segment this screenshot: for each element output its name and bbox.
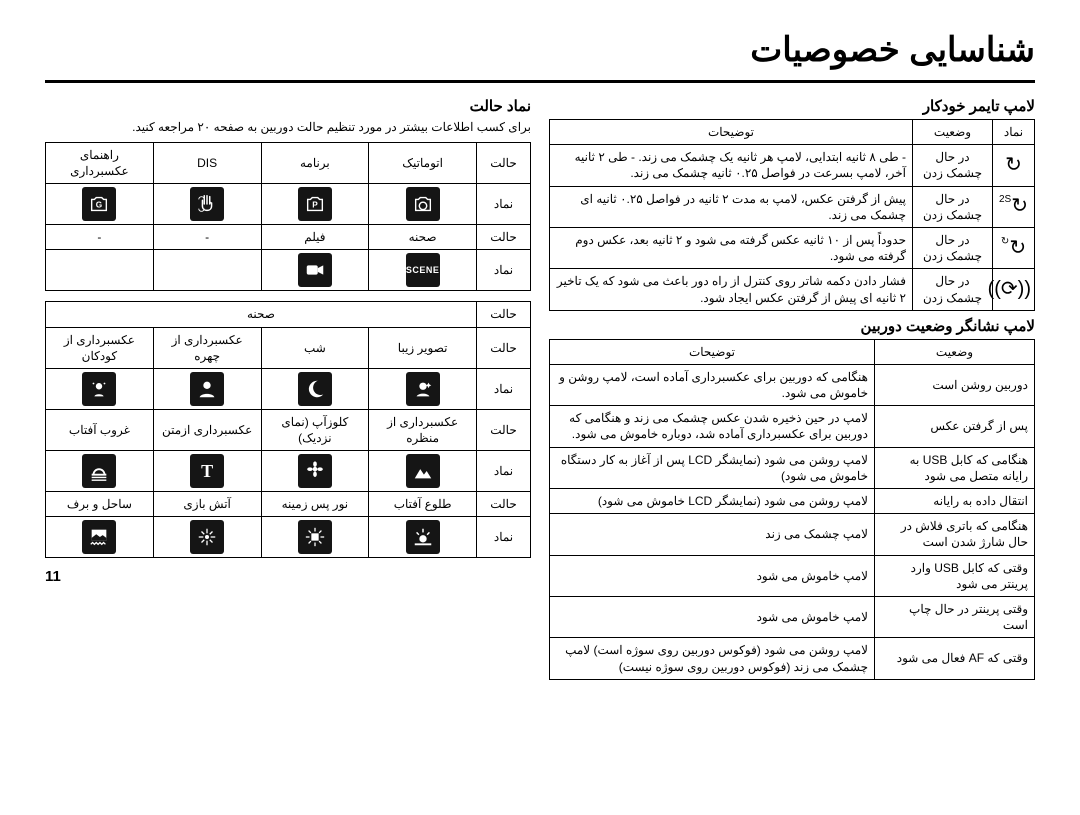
fireworks-icon	[190, 520, 224, 554]
row-label: نماد	[477, 368, 531, 409]
row-label: حالت	[477, 409, 531, 450]
closeup-flower-icon	[298, 454, 332, 488]
cell: طلوع آفتاب	[369, 492, 477, 517]
cell: شب	[261, 327, 369, 368]
status-cell: در حال چشمک زدن	[913, 145, 993, 186]
row-label: نماد	[477, 184, 531, 225]
scene-header: صحنه	[46, 302, 477, 327]
desc-cell: - طی ۸ ثانیه ابتدایی، لامپ هر ثانیه یک چ…	[550, 145, 913, 186]
cell: عکسبرداری از منظره	[369, 409, 477, 450]
status-cell: هنگامی که باتری فلاش در حال شارژ شدن است	[875, 514, 1035, 555]
cell: -	[153, 225, 261, 250]
desc-cell: لامپ روشن می شود (نمایشگر LCD خاموش می ش…	[550, 489, 875, 514]
svg-text:G: G	[96, 201, 102, 210]
self-timer-lamp-heading: لامپ تایمر خودکار	[549, 97, 1035, 115]
col-desc: توضیحات	[550, 339, 875, 364]
status-cell: وقتی پرینتر در حال چاپ است	[875, 596, 1035, 637]
dawn-sunrise-icon	[406, 520, 440, 554]
camera-status-lamp-heading: لامپ نشانگر وضعیت دوربین	[549, 317, 1035, 335]
desc-cell: لامپ خاموش می شود	[550, 555, 875, 596]
h: حالت	[477, 142, 531, 183]
desc-cell: لامپ خاموش می شود	[550, 596, 875, 637]
backlight-icon	[298, 520, 332, 554]
status-cell: در حال چشمک زدن	[913, 186, 993, 227]
row-label: حالت	[477, 492, 531, 517]
self-timer-lamp-table: نماد وضعیت توضیحات ↻ در حال چشمک زدن - ط…	[549, 119, 1035, 311]
row-label: حالت	[477, 327, 531, 368]
camera-status-lamp-table: وضعیت توضیحات دوربین روشن استهنگامی که د…	[549, 339, 1035, 680]
h: برنامه	[261, 142, 369, 183]
col-status: وضعیت	[913, 120, 993, 145]
desc-cell: لامپ روشن می شود (فوکوس دوربین روی سوژه …	[550, 638, 875, 679]
cell: غروب آفتاب	[46, 409, 154, 450]
scene-table: حالت صحنه حالت تصویر زیبا شب عکسبرداری ا…	[45, 301, 531, 558]
text-icon: T	[190, 454, 224, 488]
camera-program-icon: P	[298, 187, 332, 221]
desc-cell: فشار دادن دکمه شاتر روی کنترل از راه دور…	[550, 269, 913, 310]
desc-cell: پیش از گرفتن عکس، لامپ به مدت ۲ ثانیه در…	[550, 186, 913, 227]
left-column: نماد حالت برای کسب اطلاعات بیشتر در مورد…	[45, 91, 531, 680]
status-cell: انتقال داده به رایانه	[875, 489, 1035, 514]
camera-auto-icon	[406, 187, 440, 221]
row-label: نماد	[477, 517, 531, 558]
status-cell: دوربین روشن است	[875, 364, 1035, 405]
h: اتوماتیک	[369, 142, 477, 183]
status-cell: در حال چشمک زدن	[913, 269, 993, 310]
camera-guide-icon: G	[82, 187, 116, 221]
svg-text:P: P	[312, 201, 318, 210]
cell: عکسبرداری از چهره	[153, 327, 261, 368]
landscape-mountain-icon	[406, 454, 440, 488]
cell: عکسبرداری از کودکان	[46, 327, 154, 368]
night-moon-icon	[298, 372, 332, 406]
timer-2s-icon: ↻2S	[999, 195, 1028, 217]
portrait-icon	[190, 372, 224, 406]
cell: تصویر زیبا	[369, 327, 477, 368]
timer-double-icon: ↻↻	[1001, 237, 1026, 259]
status-cell: هنگامی که کابل USB به رایانه متصل می شود	[875, 447, 1035, 488]
beauty-face-icon	[406, 372, 440, 406]
desc-cell: هنگامی که دوربین برای عکسبرداری آماده اس…	[550, 364, 875, 405]
cell: ساحل و برف	[46, 492, 154, 517]
col-desc: توضیحات	[550, 120, 913, 145]
h: راهنمای عکسبرداری	[46, 142, 154, 183]
cell: -	[46, 225, 154, 250]
row-label: حالت	[477, 302, 531, 327]
cell: آتش بازی	[153, 492, 261, 517]
right-column: لامپ تایمر خودکار نماد وضعیت توضیحات ↻ د…	[549, 91, 1035, 680]
beach-snow-icon	[82, 520, 116, 554]
row-label: نماد	[477, 451, 531, 492]
h: DIS	[153, 142, 261, 183]
desc-cell: لامپ روشن می شود (نمایشگر LCD پس از آغاز…	[550, 447, 875, 488]
sunset-icon	[82, 454, 116, 488]
children-icon	[82, 372, 116, 406]
status-cell: وقتی که AF فعال می شود	[875, 638, 1035, 679]
col-icon: نماد	[993, 120, 1035, 145]
cell: صحنه	[369, 225, 477, 250]
dis-hand-icon	[190, 187, 224, 221]
row-label: حالت	[477, 225, 531, 250]
row-label: نماد	[477, 250, 531, 291]
page-title: شناسایی خصوصیات	[45, 30, 1035, 83]
page-number: 11	[45, 568, 531, 585]
cell: کلوزآپ (نمای نزدیک)	[261, 409, 369, 450]
cell: نور پس زمینه	[261, 492, 369, 517]
status-cell: وقتی که کابل USB وارد پرینتر می شود	[875, 555, 1035, 596]
timer-10s-icon: ↻	[1005, 154, 1022, 176]
mode-note: برای کسب اطلاعات بیشتر در مورد تنظیم حال…	[45, 119, 531, 136]
cell: عکسبرداری ازمتن	[153, 409, 261, 450]
desc-cell: لامپ در حین ذخیره شدن عکس چشمک می زند و …	[550, 406, 875, 447]
mode-icon-heading: نماد حالت	[45, 97, 531, 115]
desc-cell: حدوداً پس از ۱۰ ثانیه عکس گرفته می شود و…	[550, 227, 913, 268]
mode-table-a: حالت اتوماتیک برنامه DIS راهنمای عکسبردا…	[45, 142, 531, 292]
status-cell: در حال چشمک زدن	[913, 227, 993, 268]
cell: فیلم	[261, 225, 369, 250]
desc-cell: لامپ چشمک می زند	[550, 514, 875, 555]
status-cell: پس از گرفتن عکس	[875, 406, 1035, 447]
scene-icon: SCENE	[406, 253, 440, 287]
timer-remote-icon: ((⟳))	[988, 278, 1031, 300]
movie-icon	[298, 253, 332, 287]
col-status: وضعیت	[875, 339, 1035, 364]
